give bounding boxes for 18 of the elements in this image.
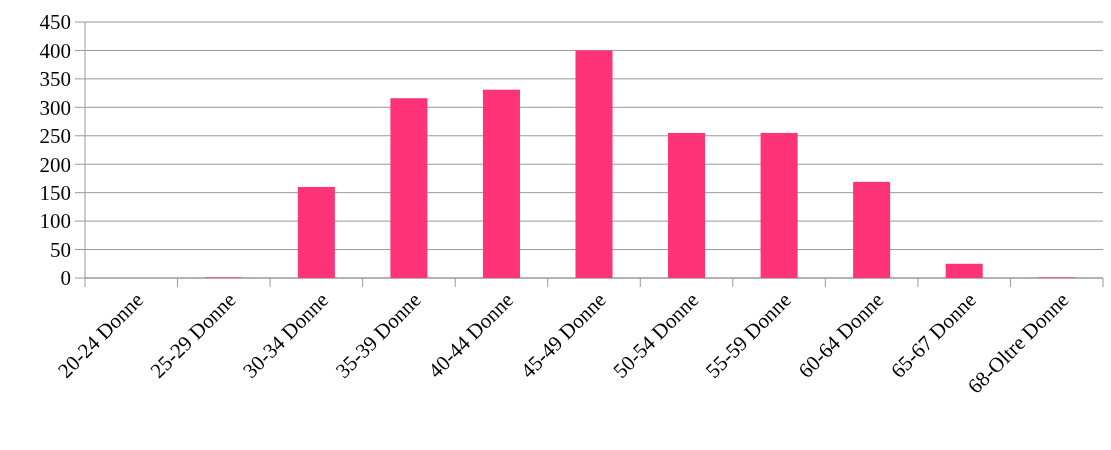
bar — [482, 89, 520, 278]
bar — [853, 181, 891, 278]
bar — [760, 132, 798, 278]
y-tick-label: 450 — [39, 10, 71, 35]
bar — [945, 263, 983, 278]
y-tick-label: 350 — [39, 67, 71, 92]
y-tick-label: 400 — [39, 38, 71, 63]
y-tick-label: 50 — [50, 237, 71, 262]
bar — [390, 98, 428, 278]
bar — [668, 132, 706, 278]
bar — [575, 50, 613, 278]
bar — [297, 186, 335, 278]
y-tick-label: 100 — [39, 209, 71, 234]
y-tick-label: 300 — [39, 95, 71, 120]
y-tick-label: 200 — [39, 152, 71, 177]
y-tick-label: 150 — [39, 181, 71, 206]
y-tick-label: 250 — [39, 124, 71, 149]
y-tick-label: 0 — [60, 266, 71, 291]
